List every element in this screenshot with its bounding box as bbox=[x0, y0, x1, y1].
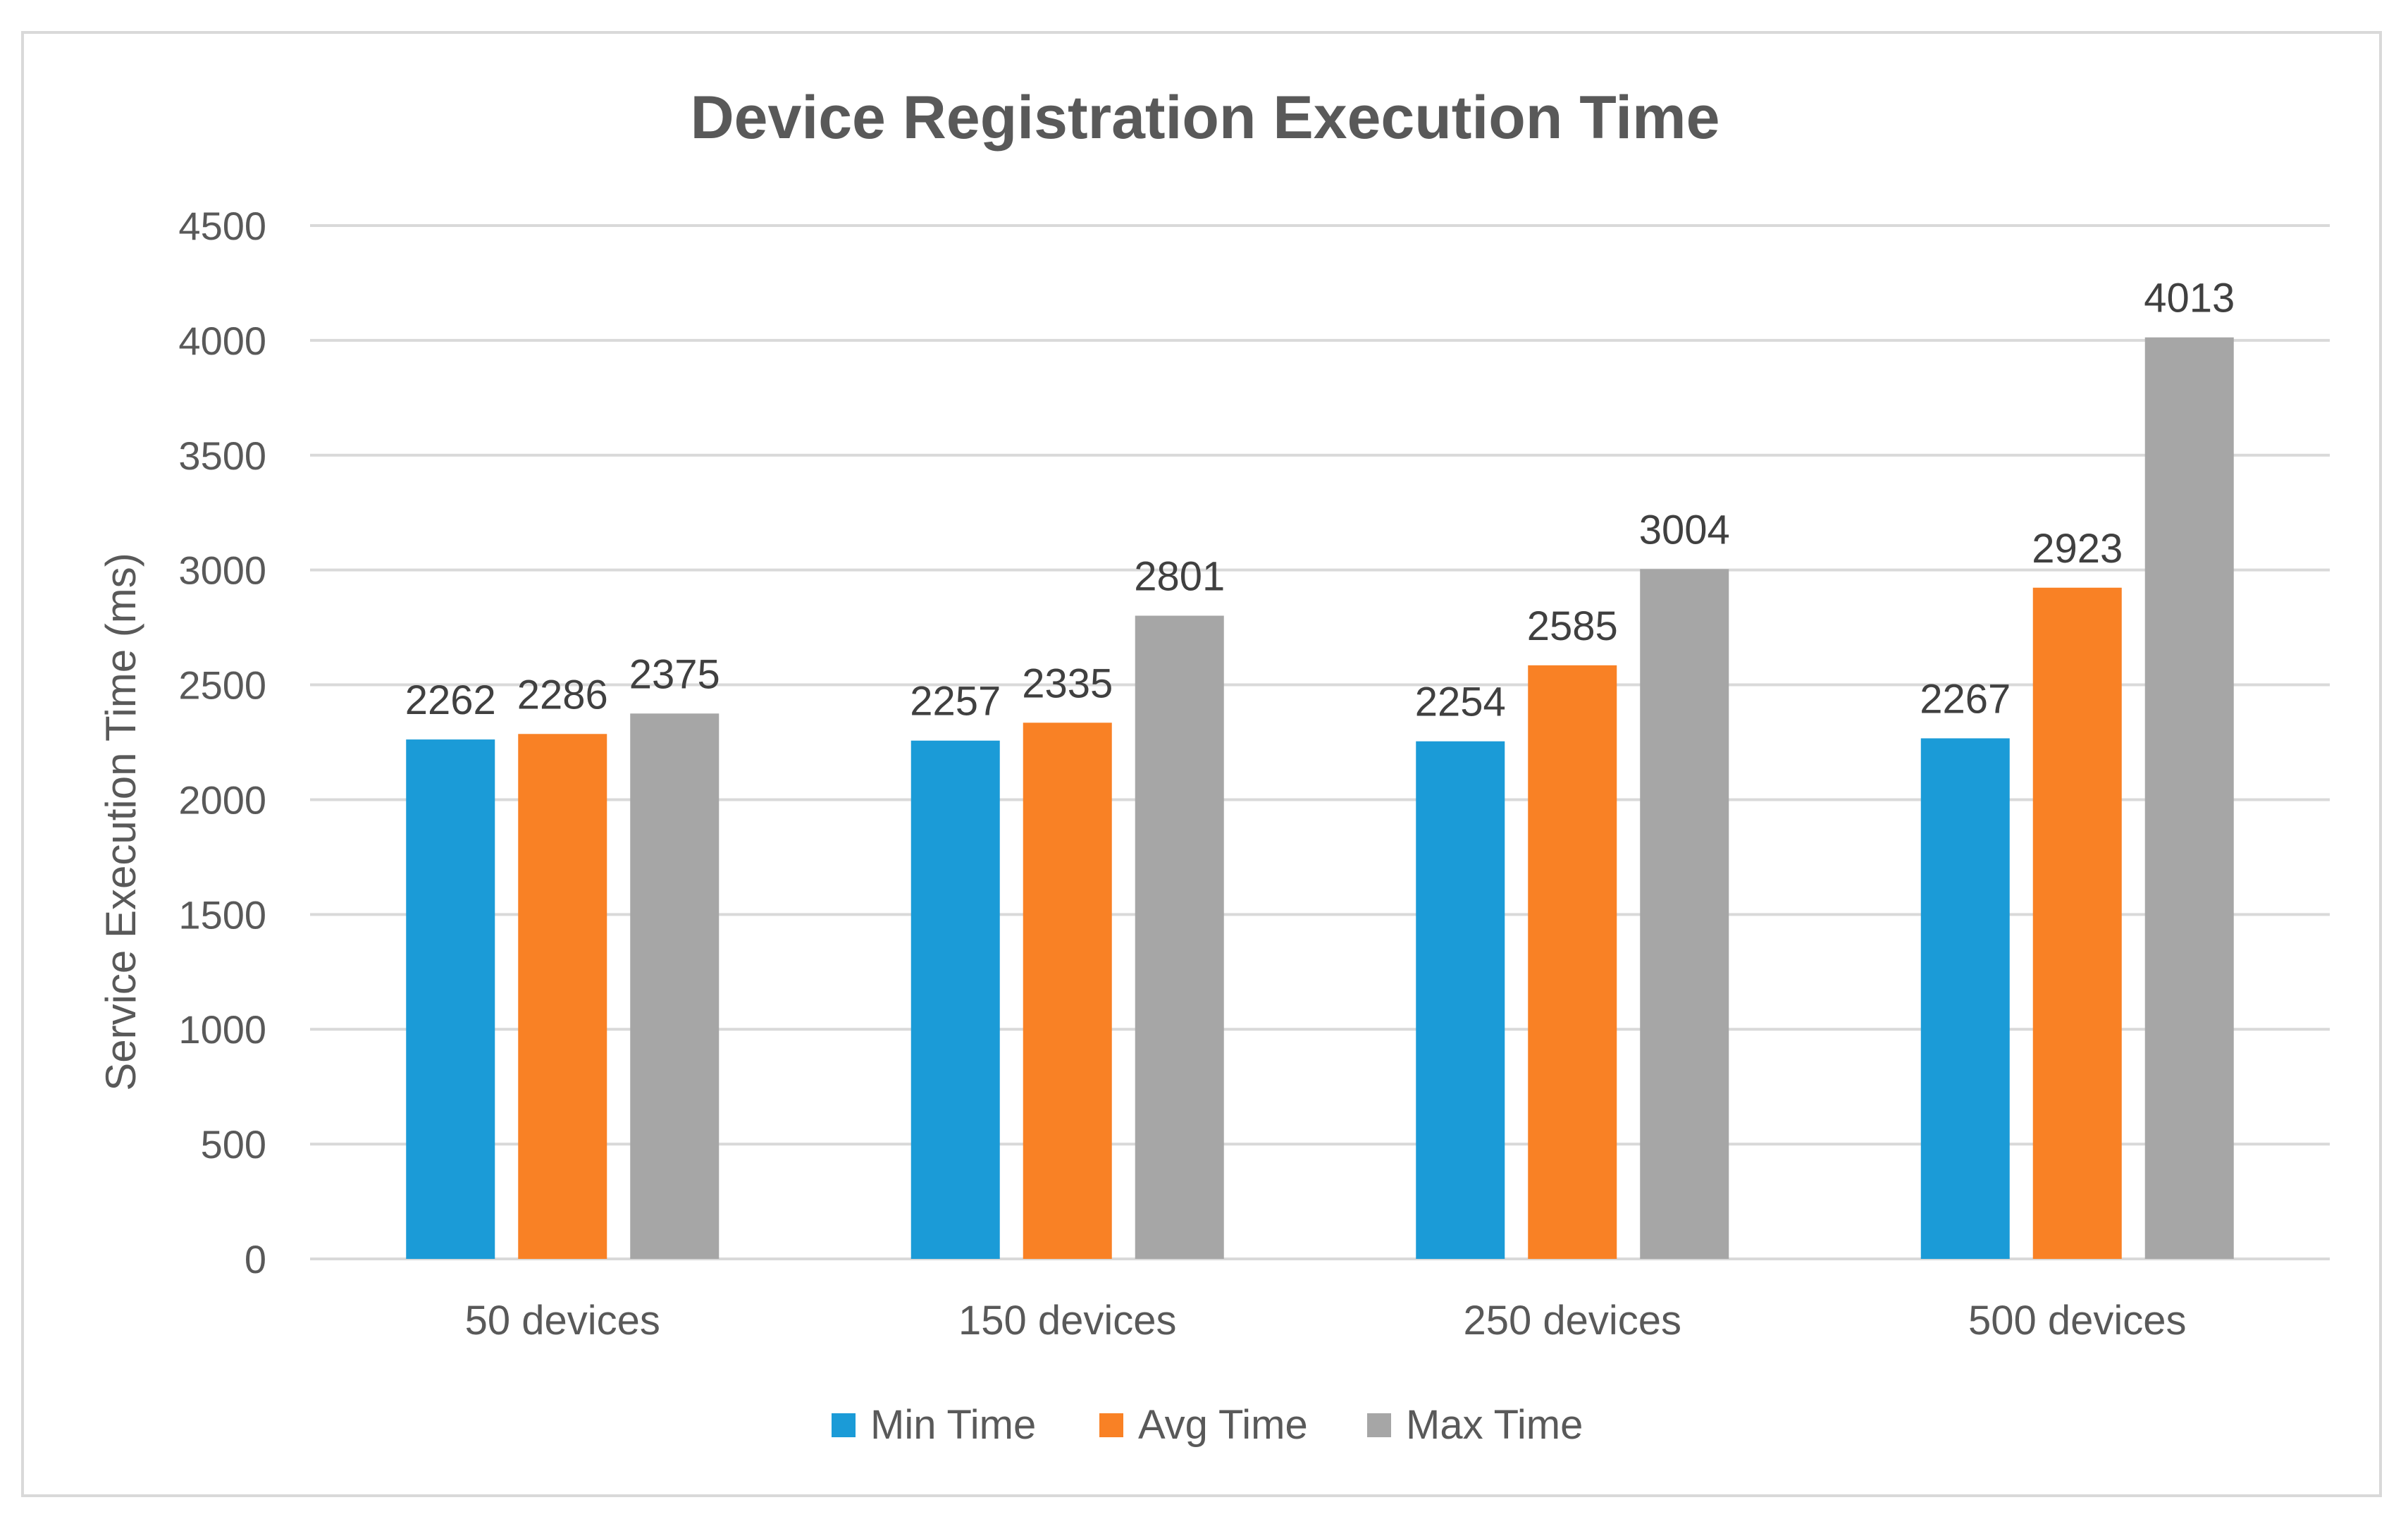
legend-item-max-time[interactable]: Max Time bbox=[1367, 1402, 1583, 1448]
bar-max-time[interactable] bbox=[1640, 569, 1729, 1259]
bar-avg-time[interactable] bbox=[2032, 587, 2122, 1259]
legend-item-min-time[interactable]: Min Time bbox=[832, 1402, 1036, 1448]
chart-title: Device Registration Execution Time bbox=[691, 84, 1720, 152]
legend-label: Min Time bbox=[870, 1402, 1036, 1448]
bar-min-time[interactable] bbox=[1920, 738, 2010, 1259]
y-tick-label: 1500 bbox=[178, 892, 266, 937]
legend-swatch bbox=[1367, 1413, 1391, 1437]
y-tick-label: 500 bbox=[201, 1122, 266, 1167]
data-label: 2335 bbox=[1022, 660, 1113, 706]
bar-min-time[interactable] bbox=[910, 740, 1000, 1259]
y-tick-label: 1000 bbox=[178, 1007, 266, 1052]
x-category-label: 250 devices bbox=[1463, 1298, 1681, 1343]
legend[interactable]: Min Time Avg Time Max Time bbox=[832, 1402, 1583, 1448]
bar-avg-time[interactable] bbox=[1023, 722, 1112, 1259]
data-label: 2923 bbox=[2032, 526, 2123, 572]
data-label: 2267 bbox=[1920, 676, 2011, 722]
gridlines bbox=[310, 224, 2330, 1260]
y-tick-label: 3500 bbox=[178, 433, 266, 478]
data-label: 2262 bbox=[405, 677, 496, 723]
bar-avg-time[interactable] bbox=[518, 734, 607, 1259]
legend-swatch bbox=[832, 1413, 856, 1437]
bars bbox=[406, 337, 2234, 1259]
y-tick-label: 2000 bbox=[178, 777, 266, 822]
bar-max-time[interactable] bbox=[630, 713, 720, 1259]
data-label: 2585 bbox=[1527, 603, 1618, 649]
y-axis-label: Service Execution Time (ms) bbox=[97, 553, 144, 1091]
legend-item-avg-time[interactable]: Avg Time bbox=[1099, 1402, 1308, 1448]
y-tick-label: 4500 bbox=[178, 204, 266, 248]
x-category-label: 500 devices bbox=[1968, 1298, 2187, 1343]
y-tick-label: 2500 bbox=[178, 663, 266, 708]
y-tick-label: 4000 bbox=[178, 319, 266, 363]
legend-label: Max Time bbox=[1406, 1402, 1583, 1448]
bar-min-time[interactable] bbox=[406, 739, 495, 1259]
legend-swatch bbox=[1099, 1413, 1123, 1437]
data-label: 2286 bbox=[517, 672, 608, 718]
data-label: 3004 bbox=[1639, 507, 1730, 553]
bar-min-time[interactable] bbox=[1416, 741, 1505, 1259]
data-label: 2375 bbox=[629, 651, 720, 697]
legend-label: Avg Time bbox=[1138, 1402, 1308, 1448]
bar-max-time[interactable] bbox=[2144, 337, 2234, 1259]
y-tick-label: 0 bbox=[245, 1237, 266, 1281]
data-label: 2801 bbox=[1134, 553, 1225, 599]
bar-avg-time[interactable] bbox=[1528, 665, 1617, 1259]
x-category-label: 50 devices bbox=[465, 1298, 660, 1343]
data-label: 2254 bbox=[1415, 679, 1506, 725]
x-category-label: 150 devices bbox=[958, 1298, 1177, 1343]
y-axis-ticks: 0 500 1000 1500 2000 2500 3000 3500 4000 4500 bbox=[178, 204, 266, 1281]
bar-max-time[interactable] bbox=[1135, 615, 1224, 1259]
data-label: 2257 bbox=[910, 679, 1001, 725]
y-tick-label: 3000 bbox=[178, 548, 266, 593]
data-labels: 2262 2286 2375 2257 2335 2801 2254 2585 3004 2267… bbox=[405, 276, 2235, 725]
data-label: 4013 bbox=[2144, 276, 2235, 321]
x-axis-categories: 50 devices 150 devices 250 devices 500 devi… bbox=[465, 1298, 2187, 1343]
